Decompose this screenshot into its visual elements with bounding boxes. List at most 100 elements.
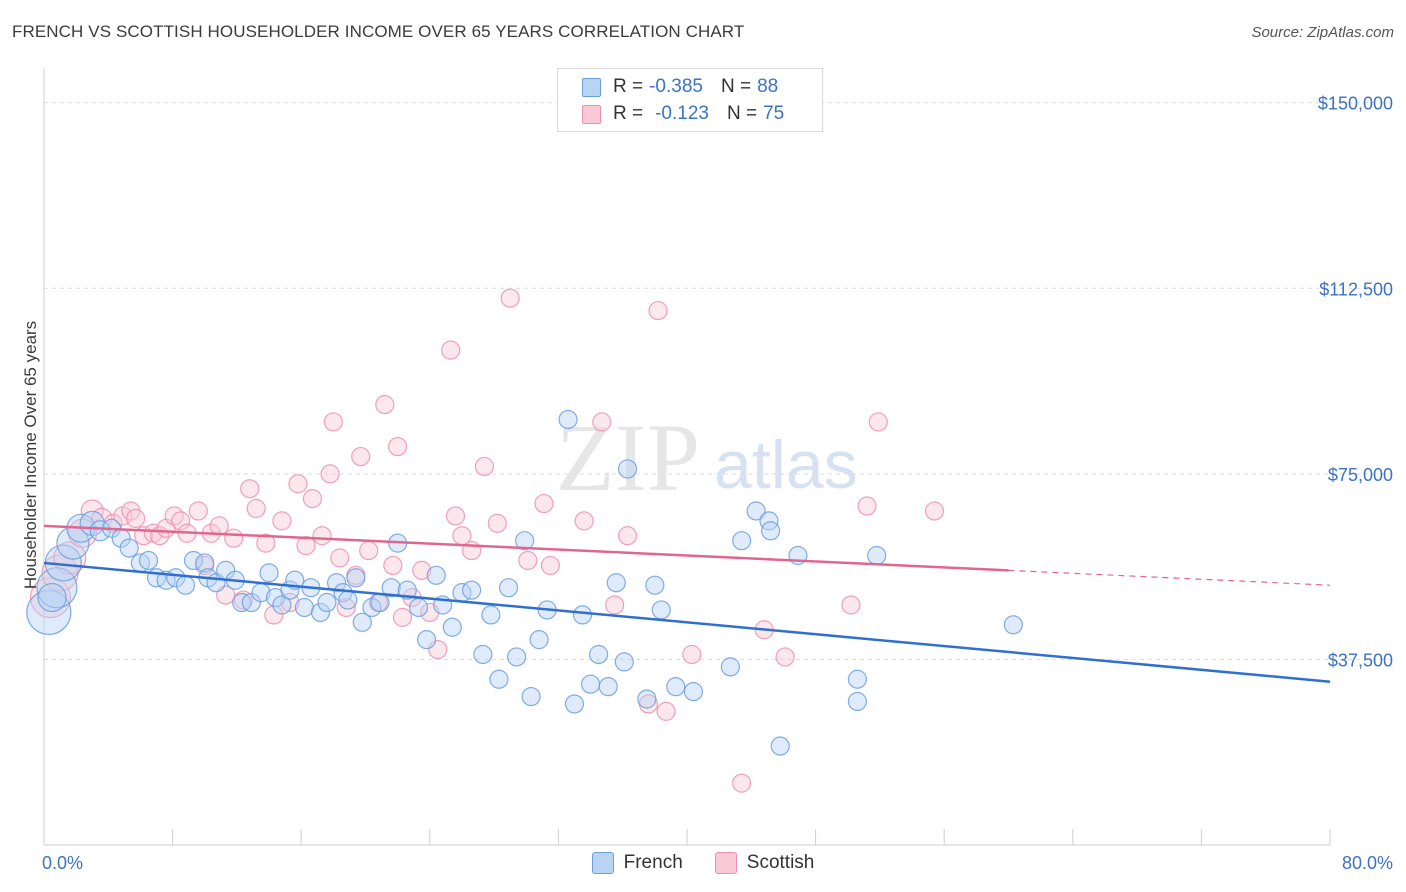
french-point bbox=[338, 590, 358, 610]
french-point bbox=[381, 578, 401, 598]
legend-row-french: R = -0.385 N = 88 bbox=[582, 74, 778, 100]
french-point bbox=[606, 573, 626, 593]
scottish-point bbox=[188, 501, 208, 521]
y-tick-label: $150,000 bbox=[1318, 94, 1393, 114]
bottom-legend-label-french: French bbox=[623, 852, 683, 873]
french-point bbox=[259, 563, 279, 583]
french-point bbox=[498, 578, 519, 598]
scottish-point bbox=[445, 506, 466, 526]
french-point bbox=[175, 575, 196, 595]
french-point bbox=[1003, 615, 1023, 635]
french-point bbox=[759, 511, 779, 531]
scottish-points bbox=[29, 288, 945, 793]
french-point bbox=[666, 677, 686, 697]
scottish-point bbox=[388, 437, 408, 457]
french-point bbox=[760, 521, 781, 541]
scottish-point bbox=[474, 456, 495, 477]
legend-swatch-scottish bbox=[582, 104, 601, 124]
bottom-legend-scottish[interactable]: Scottish bbox=[714, 852, 814, 874]
french-point bbox=[461, 580, 482, 600]
axes: $37,500 $75,000 $112,500 $150,000 bbox=[43, 68, 1393, 846]
scottish-point bbox=[126, 508, 146, 529]
french-point bbox=[166, 568, 186, 588]
french-point bbox=[651, 600, 671, 620]
x-tick-label-max: 80.0% bbox=[1342, 853, 1393, 873]
scottish-point bbox=[924, 501, 945, 521]
french-point bbox=[119, 538, 139, 558]
legend-n-value-french: 88 bbox=[757, 76, 779, 97]
scottish-point bbox=[857, 496, 877, 516]
y-tick-label: $112,500 bbox=[1319, 279, 1393, 299]
legend-row-scottish: R = -0.123 N = 75 bbox=[582, 101, 784, 127]
french-point bbox=[588, 644, 609, 665]
french-point bbox=[529, 630, 549, 650]
french-point bbox=[408, 597, 429, 618]
scottish-point bbox=[648, 300, 668, 321]
scottish-point bbox=[375, 394, 395, 415]
y-tick-label: $37,500 bbox=[1328, 650, 1393, 670]
bottom-legend: French Scottish bbox=[0, 852, 1406, 874]
french-point bbox=[37, 582, 67, 613]
french-point bbox=[507, 647, 527, 667]
watermark-atlas: atlas bbox=[714, 427, 858, 503]
french-point bbox=[645, 575, 665, 595]
legend-r-label: R = bbox=[613, 76, 644, 97]
french-point bbox=[183, 550, 204, 571]
french-point bbox=[326, 573, 347, 593]
scottish-point bbox=[296, 536, 316, 556]
chart-title: FRENCH VS SCOTTISH HOUSEHOLDER INCOME OV… bbox=[12, 22, 745, 41]
french-point bbox=[426, 565, 446, 585]
y-tick-label: $75,000 bbox=[1328, 465, 1393, 485]
french-point bbox=[867, 545, 887, 566]
scottish-point bbox=[574, 511, 594, 531]
watermark-zip: ZIP bbox=[556, 404, 700, 511]
scottish-point bbox=[336, 597, 356, 618]
trend-lines bbox=[43, 524, 1331, 683]
scottish-point bbox=[841, 595, 861, 615]
french-point bbox=[515, 531, 535, 551]
bottom-legend-french[interactable]: French bbox=[591, 852, 683, 874]
french-point bbox=[489, 669, 509, 689]
scottish-point bbox=[312, 526, 332, 546]
french-point bbox=[397, 580, 417, 600]
french-point bbox=[580, 674, 601, 694]
french-point bbox=[564, 694, 585, 714]
french-point bbox=[617, 459, 638, 479]
scottish-point bbox=[288, 474, 308, 494]
legend-n-label: N = bbox=[720, 76, 752, 97]
french-point bbox=[89, 520, 111, 542]
legend-r-value-french: -0.385 bbox=[649, 76, 703, 97]
scottish-point bbox=[518, 550, 538, 571]
scottish-trend-line bbox=[43, 524, 1009, 572]
scottish-point bbox=[330, 548, 350, 568]
scottish-point bbox=[240, 479, 260, 499]
french-point bbox=[195, 553, 215, 573]
scottish-point bbox=[540, 555, 560, 576]
scottish-point bbox=[441, 340, 461, 360]
scottish-point bbox=[605, 595, 625, 615]
scottish-point bbox=[164, 506, 184, 526]
scottish-trend-extension bbox=[1008, 569, 1331, 586]
french-point bbox=[521, 686, 541, 707]
grid bbox=[44, 102, 1395, 660]
scottish-point bbox=[775, 647, 795, 667]
source-note: Source: ZipAtlas.com bbox=[1251, 24, 1394, 41]
scottish-point bbox=[487, 513, 507, 533]
x-tick-label-min: 0.0% bbox=[42, 853, 83, 873]
french-point bbox=[352, 612, 372, 632]
scottish-point bbox=[323, 412, 343, 432]
scottish-point bbox=[224, 528, 244, 548]
legend: R = -0.385 N = 88 R = -0.123 N = 75 bbox=[557, 68, 823, 132]
y-axis-label: Householder Income Over 65 years bbox=[21, 321, 40, 589]
french-point bbox=[637, 689, 657, 709]
scottish-point bbox=[272, 511, 292, 531]
french-point bbox=[26, 589, 72, 636]
french-point bbox=[241, 592, 261, 613]
scottish-point bbox=[256, 533, 276, 553]
scottish-point bbox=[592, 412, 612, 432]
legend-swatch-french bbox=[582, 77, 601, 97]
french-point bbox=[317, 592, 337, 613]
scottish-point bbox=[617, 526, 638, 546]
french-point bbox=[746, 501, 766, 521]
